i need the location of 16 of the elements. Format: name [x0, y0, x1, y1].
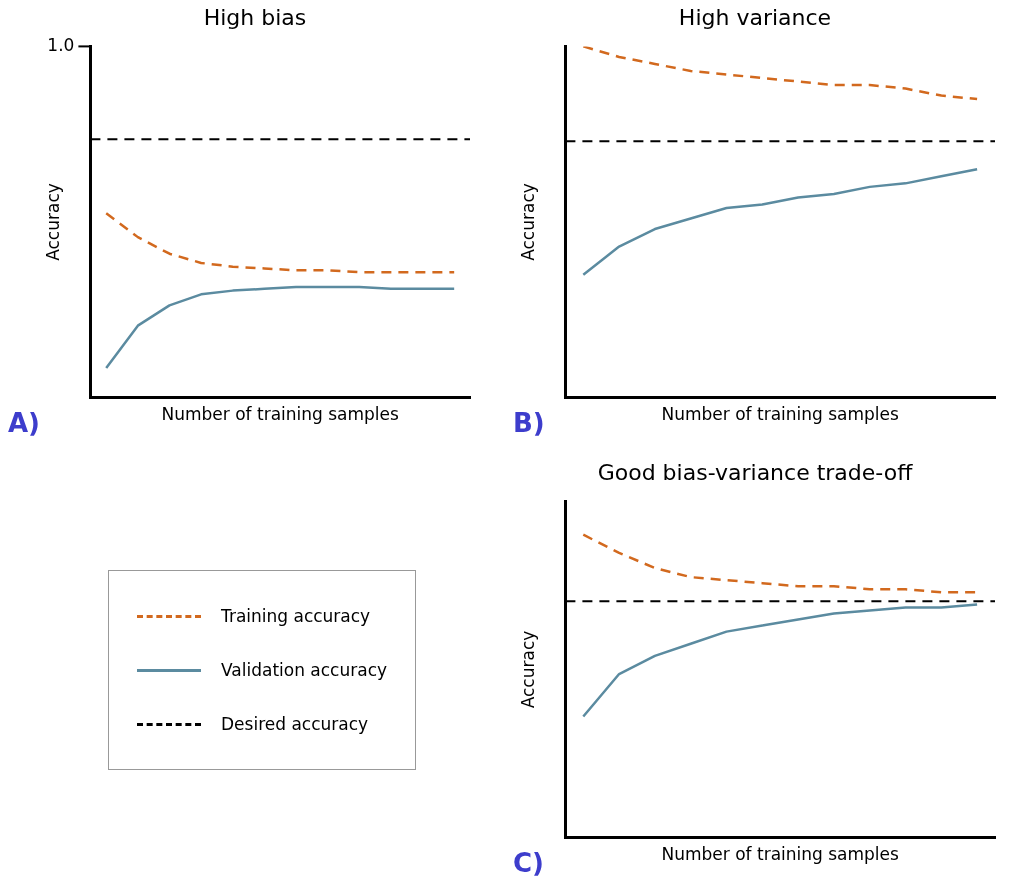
chart-title: High variance	[678, 4, 832, 30]
x-axis-title: Number of training samples	[161, 404, 400, 425]
y-axis-title: Accuracy	[517, 183, 538, 261]
x-axis-title: Number of training samples	[661, 844, 900, 865]
chart-title: Good bias-variance trade-off	[597, 459, 914, 485]
x-axis-title: Number of training samples	[661, 404, 900, 425]
legend-label: Training accuracy	[221, 606, 371, 626]
y-axis-title: Accuracy	[517, 630, 538, 709]
text: B)	[513, 408, 545, 439]
text: 1.0	[47, 34, 75, 55]
legend-label: Desired accuracy	[221, 714, 369, 734]
chart-title: High bias	[203, 4, 307, 30]
text: C)	[513, 848, 544, 879]
legend-label: Validation accuracy	[221, 660, 388, 680]
text: A)	[8, 408, 41, 439]
y-axis-title: Accuracy	[42, 183, 63, 261]
